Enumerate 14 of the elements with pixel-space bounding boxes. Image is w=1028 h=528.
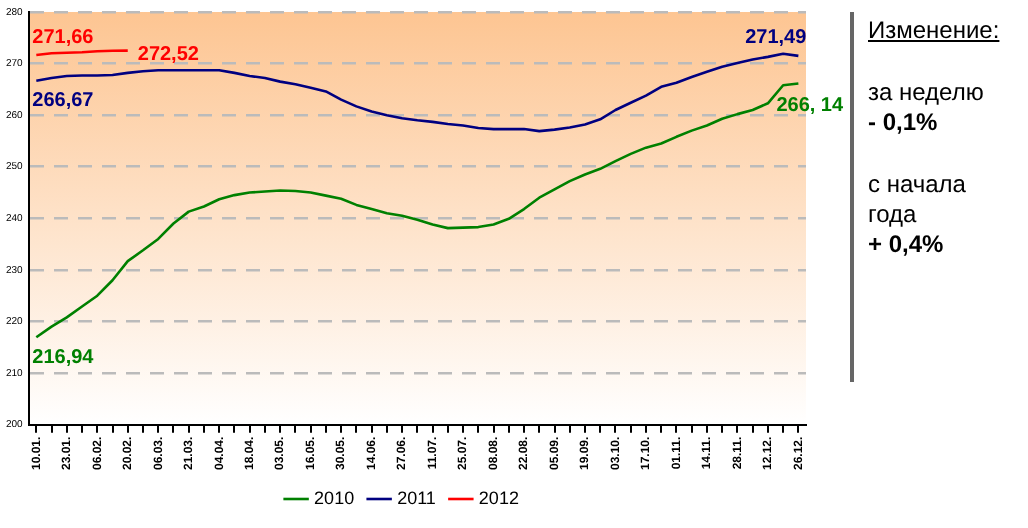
data-label: 216,94 — [32, 346, 95, 369]
text: за неделю — [868, 78, 986, 108]
text: с начала года — [868, 170, 968, 230]
data-label: 266,67 — [32, 90, 95, 113]
data-label: 271,66 — [32, 26, 95, 49]
legend-label: 2012 — [478, 487, 519, 508]
data-label: 271,49 — [745, 27, 808, 50]
data-label: 266, 14 — [776, 94, 844, 117]
text: Изменение: — [868, 16, 1000, 46]
text: + 0,4% — [868, 230, 946, 260]
legend-label: 2011 — [397, 487, 436, 508]
data-label: 272,52 — [137, 44, 200, 67]
text: - 0,1% — [868, 108, 940, 138]
legend-label: 2010 — [314, 487, 355, 508]
